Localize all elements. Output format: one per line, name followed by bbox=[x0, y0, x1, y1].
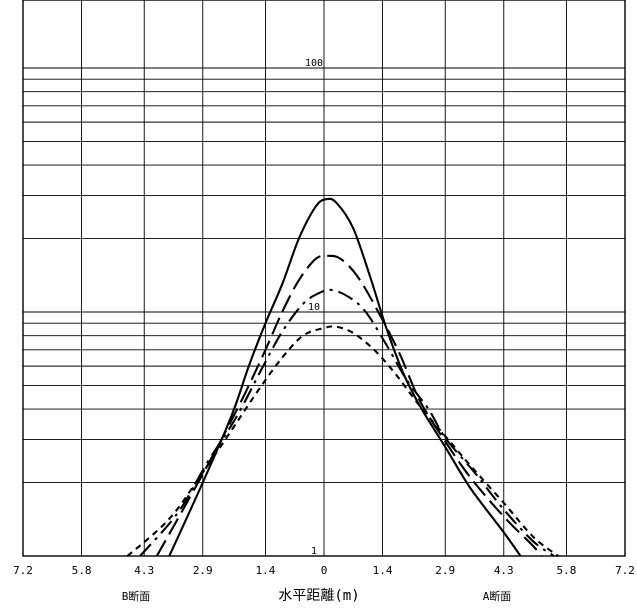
series-line-3 bbox=[139, 288, 555, 557]
series-line-2 bbox=[155, 254, 543, 557]
x-tick-label: 4.3 bbox=[134, 564, 154, 577]
x-tick-label: 1.4 bbox=[256, 564, 276, 577]
y-tick-label: 100 bbox=[305, 58, 323, 69]
x-tick-label: 7.2 bbox=[615, 564, 635, 577]
y-tick-label: 10 bbox=[308, 302, 320, 313]
plot-frame bbox=[22, 0, 626, 557]
x-tick-label: 7.2 bbox=[13, 564, 33, 577]
section-label-right: A断面 bbox=[483, 589, 512, 603]
series-line-1 bbox=[168, 197, 522, 557]
x-tick-label: 5.8 bbox=[72, 564, 92, 577]
series-line-4 bbox=[126, 325, 559, 557]
x-tick-labels: 7.2 5.8 4.3 2.9 1.4 0 1.4 2.9 4.3 5.8 7.2 bbox=[13, 564, 635, 577]
section-label-left: B断面 bbox=[122, 589, 151, 603]
x-tick-label: 5.8 bbox=[557, 564, 577, 577]
y-tick-labels: 100 10 1 bbox=[305, 58, 323, 557]
x-tick-label: 2.9 bbox=[435, 564, 455, 577]
y-tick-label: 1 bbox=[311, 546, 317, 557]
x-tick-label: 1.4 bbox=[373, 564, 393, 577]
x-axis-label: 水平距離(m) bbox=[278, 587, 359, 604]
x-tick-label: 2.9 bbox=[193, 564, 213, 577]
series-lines bbox=[126, 197, 559, 557]
x-tick-label: 4.3 bbox=[494, 564, 514, 577]
x-tick-label: 0 bbox=[321, 564, 328, 577]
